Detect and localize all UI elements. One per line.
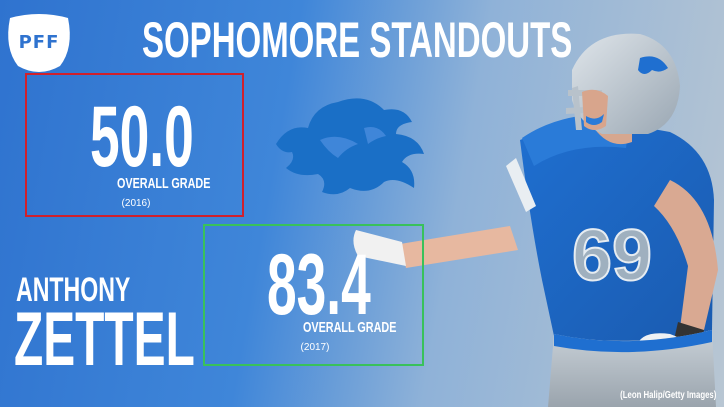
page-title: SOPHOMORE STANDOUTS [142,12,724,68]
grade-2016-label: OVERALL GRADE [82,176,282,192]
pff-logo-icon [8,14,70,72]
grade-2016-value: 50.0 [64,92,284,182]
player-photo: 69 [353,33,718,407]
title-text: SOPHOMORE STANDOUTS [142,12,573,68]
pff-logo: PFF [4,8,74,78]
logo-text: PFF [18,32,60,53]
photo-credit-text: (Leon Halip/Getty Images) [619,390,716,401]
grade-2016-label-text: OVERALL GRADE [117,175,211,192]
grade-2017-label-text: OVERALL GRADE [303,319,397,336]
grade-2016-box [25,73,244,217]
grade-2017-box [203,224,424,366]
grade-2017-value-text: 83.4 [267,237,372,333]
lion-logo-icon [276,98,424,195]
player-last-name-text: ZETTEL [14,297,195,382]
grade-2016-year: (2016) [121,198,151,209]
player-first-name: ANTHONY [16,272,184,308]
player-last-name: ZETTEL [14,300,301,380]
grade-2017-label: OVERALL GRADE [268,320,468,336]
grade-2016-value-text: 50.0 [90,89,195,185]
grade-2017-year: (2017) [300,342,330,353]
grade-2017-value: 83.4 [241,240,461,330]
jersey-number: 69 [572,216,652,296]
player-first-name-text: ANTHONY [16,271,131,309]
photo-credit: (Leon Halip/Getty Images) [593,390,716,401]
